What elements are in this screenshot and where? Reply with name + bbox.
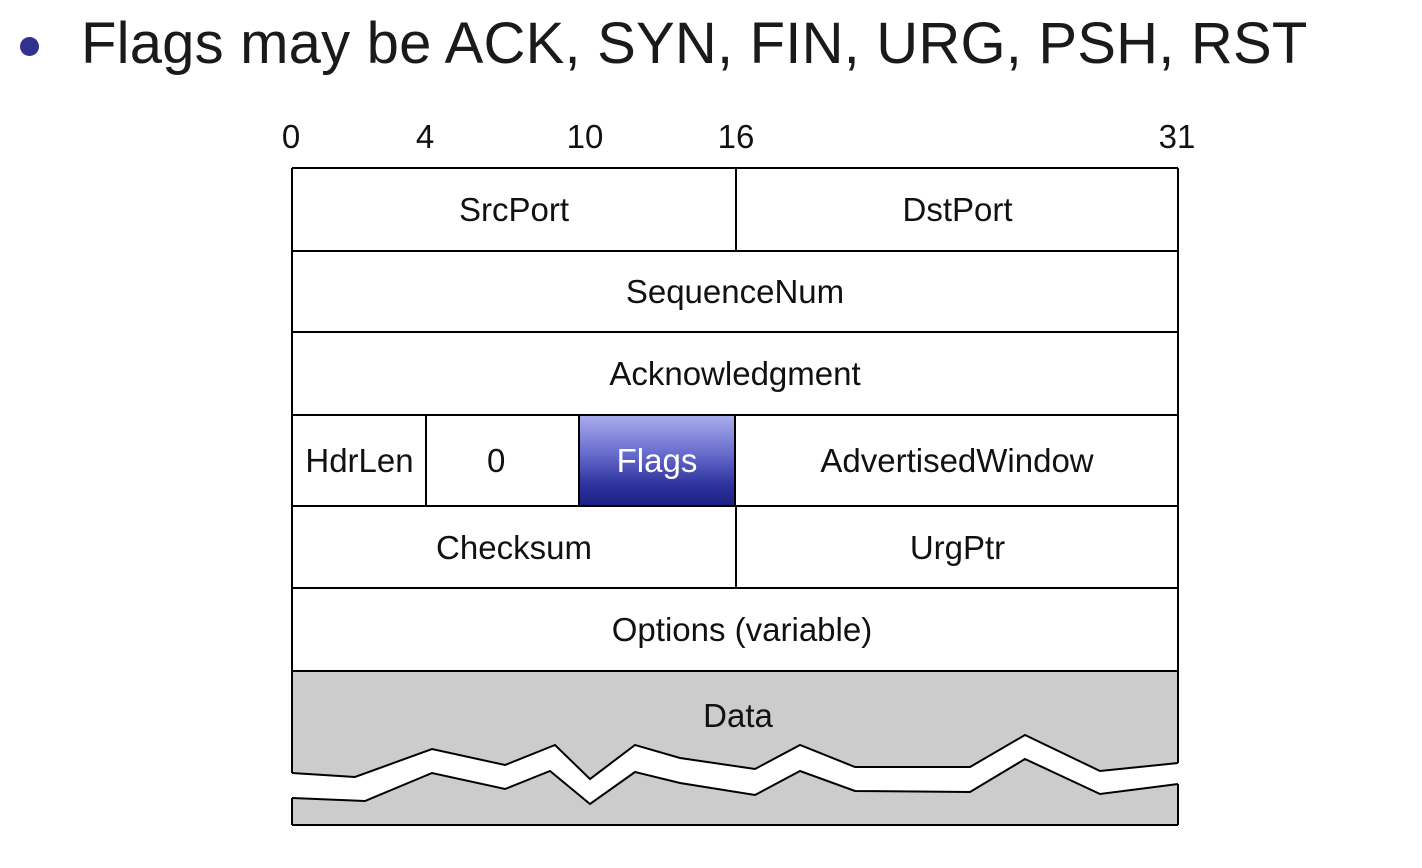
acknowledgment-field: Acknowledgment — [292, 333, 1178, 415]
checksum-label: Checksum — [436, 528, 592, 566]
data-tear-upper-edge — [291, 733, 1179, 781]
bullet-dot-icon — [20, 36, 39, 56]
urg-ptr-field: UrgPtr — [737, 507, 1178, 588]
reserved-label: 0 — [487, 442, 506, 479]
bit-tick-0: 0 — [281, 118, 301, 155]
acknowledgment-label: Acknowledgment — [609, 355, 861, 392]
flags-label: Flags — [616, 441, 698, 479]
src-port-label: SrcPort — [458, 191, 570, 228]
bit-tick-10: 10 — [566, 118, 604, 155]
sequence-num-label: SequenceNum — [625, 273, 845, 310]
bullet-text: Flags may be ACK, SYN, FIN, URG, PSH, RS… — [81, 10, 1308, 76]
dst-port-field: DstPort — [737, 169, 1178, 251]
hdr-len-label: HdrLen — [305, 442, 414, 479]
reserved-field: 0 — [427, 416, 579, 506]
data-tear-lower-edge — [291, 757, 1179, 806]
flags-field: Flags — [580, 416, 734, 505]
data-label: Data — [703, 697, 773, 734]
bullet-line: Flags may be ACK, SYN, FIN, URG, PSH, RS… — [20, 8, 1307, 78]
dst-port-label: DstPort — [902, 191, 1013, 228]
checksum-field: Checksum — [292, 507, 736, 588]
data-region-upper — [292, 671, 1178, 779]
bit-tick-31: 31 — [1158, 118, 1196, 155]
hdr-len-field: HdrLen — [293, 416, 426, 506]
urg-ptr-label: UrgPtr — [909, 528, 1006, 566]
advertised-window-label: AdvertisedWindow — [820, 442, 1094, 479]
bit-tick-4: 4 — [415, 118, 435, 155]
data-field: Data — [292, 694, 1184, 738]
options-label: Options (variable) — [611, 611, 873, 648]
sequence-num-field: SequenceNum — [292, 252, 1178, 332]
options-field: Options (variable) — [292, 589, 1192, 671]
advertised-window-field: AdvertisedWindow — [736, 416, 1178, 506]
src-port-field: SrcPort — [292, 169, 736, 251]
bit-tick-16: 16 — [717, 118, 755, 155]
